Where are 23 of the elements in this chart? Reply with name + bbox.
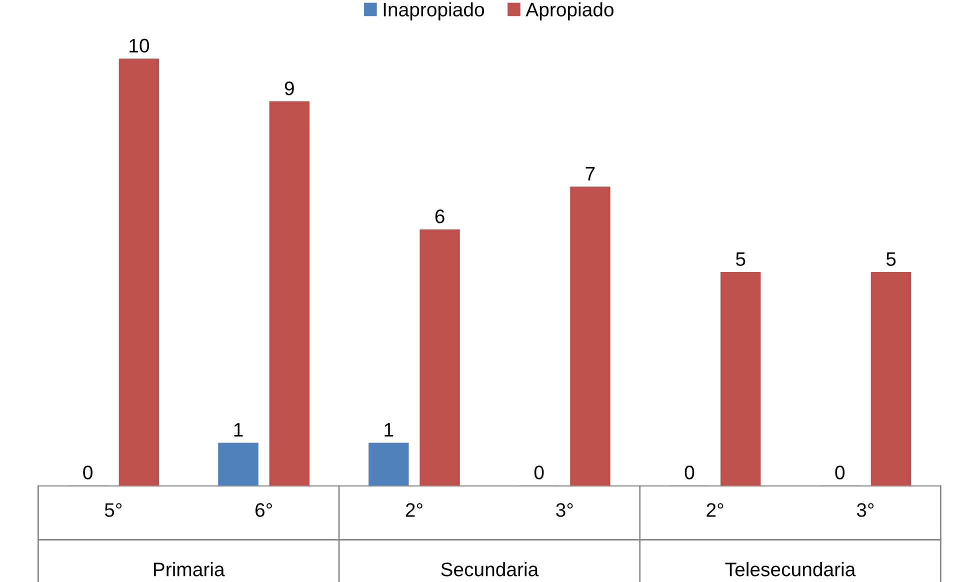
x-tick-label: 5° [104, 503, 122, 517]
text: Primaria [154, 562, 225, 576]
data-label: 9 [284, 81, 294, 96]
text: Secundaria [441, 562, 539, 576]
x-tick-label: 2° [406, 503, 422, 517]
x-tick-label: 6° [256, 503, 272, 517]
data-label: 1 [234, 423, 243, 436]
data-label: 7 [586, 167, 595, 180]
x-tick-label: 3° [856, 503, 874, 517]
legend-label: Apropiado [526, 2, 614, 20]
text: Telesecundaria [725, 562, 856, 576]
data-label: 1 [384, 423, 394, 436]
data-label: 10 [130, 38, 150, 53]
data-label: 0 [684, 466, 694, 480]
data-label: 0 [835, 466, 845, 480]
x-tick-label: 2° [706, 503, 724, 517]
legend-label: Inapropiado [384, 2, 484, 20]
x-tick-label: 3° [556, 503, 573, 517]
data-label: 0 [83, 466, 92, 480]
data-label: 5 [736, 252, 746, 266]
data-label: 6 [435, 210, 444, 224]
data-label: 0 [534, 466, 544, 480]
data-label: 5 [886, 252, 896, 266]
